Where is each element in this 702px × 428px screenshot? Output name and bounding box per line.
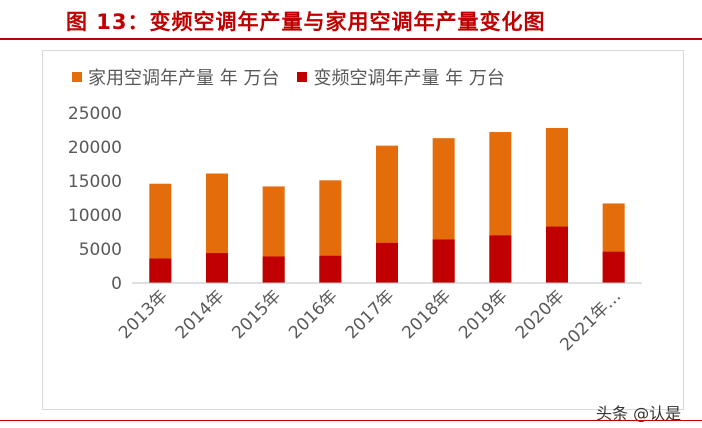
bar-inverter	[376, 242, 398, 283]
x-tick-label: 2020年	[512, 286, 569, 343]
x-tick-label: 2019年	[455, 286, 512, 343]
chart-title: 图 13：变频空调年产量与家用空调年产量变化图	[66, 10, 546, 34]
x-tick-label: 2014年	[172, 286, 229, 343]
watermark: 头条 @认是	[596, 404, 682, 423]
chart-legend: 家用空调年产量 年 万台 变频空调年产量 年 万台	[72, 64, 523, 90]
bar-inverter	[149, 258, 172, 283]
bar-inverter	[319, 255, 342, 283]
x-tick-label: 2017年	[342, 286, 399, 343]
legend-swatch-inverter	[297, 72, 308, 82]
bar-inverter	[546, 226, 568, 283]
bar-inverter	[489, 235, 512, 283]
legend-item-household: 家用空调年产量 年 万台	[72, 64, 279, 90]
bar-inverter	[432, 239, 455, 283]
bar-inverter	[602, 251, 625, 283]
bar-inverter	[206, 253, 228, 283]
y-tick-label: 5000	[79, 240, 122, 260]
legend-item-inverter: 变频空调年产量 年 万台	[297, 64, 505, 90]
x-tick-label: 2016年	[285, 286, 342, 343]
bar-inverter	[262, 256, 285, 283]
legend-label-inverter: 变频空调年产量 年 万台	[313, 68, 505, 89]
y-tick-label: 0	[111, 274, 122, 294]
y-tick-label: 25000	[68, 104, 122, 124]
bar-household	[149, 183, 172, 283]
x-tick-label: 2018年	[398, 286, 455, 343]
y-tick-label: 15000	[68, 172, 122, 192]
x-tick-label: 2015年	[228, 286, 285, 343]
legend-label-household: 家用空调年产量 年 万台	[88, 68, 280, 89]
y-tick-label: 20000	[68, 138, 122, 158]
bottom-divider	[0, 420, 702, 421]
x-tick-label: 2013年	[115, 286, 172, 343]
title-divider	[0, 38, 702, 40]
x-tick-label: 2021年…	[556, 286, 625, 355]
y-tick-label: 10000	[68, 206, 122, 226]
legend-swatch-household	[72, 72, 82, 82]
chart-frame	[42, 50, 684, 410]
